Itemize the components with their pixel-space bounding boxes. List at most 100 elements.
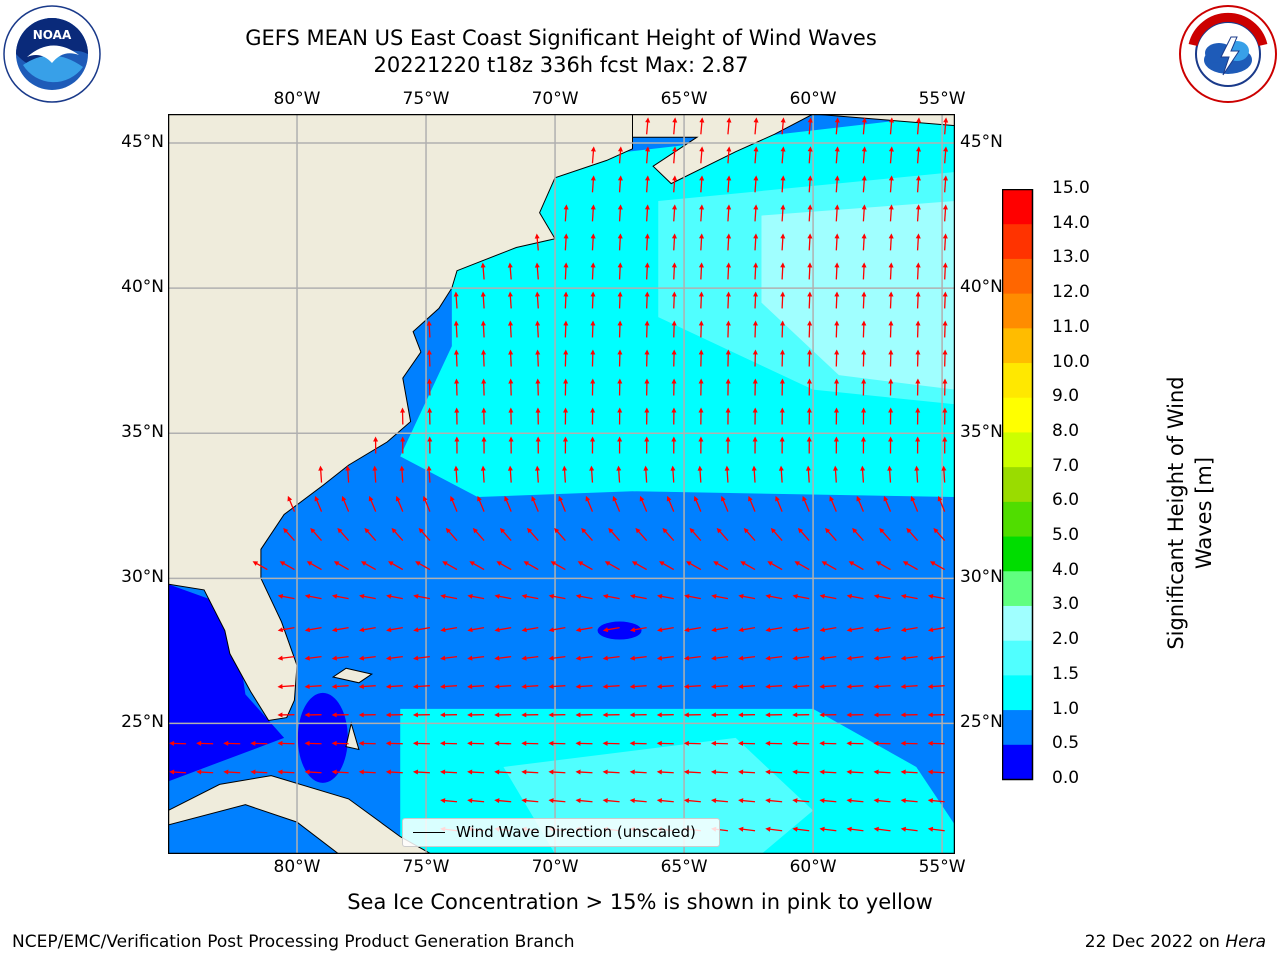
- wave-arrow: [440, 655, 458, 661]
- wave-arrow: [698, 349, 704, 367]
- wave-arrow: [927, 826, 945, 832]
- wave-arrow: [656, 769, 674, 775]
- wave-arrow: [575, 769, 593, 775]
- wave-arrow: [711, 798, 728, 804]
- wave-arrow: [331, 740, 349, 746]
- wave-arrow: [672, 117, 678, 135]
- wave-arrow: [590, 204, 596, 222]
- wave-arrow: [689, 527, 702, 542]
- axis-tick-label: 30°N: [960, 567, 1003, 588]
- wave-arrow: [900, 684, 918, 689]
- wave-arrow: [467, 740, 485, 746]
- axis-tick-label: 80°W: [273, 89, 321, 109]
- wave-arrow: [738, 740, 756, 746]
- wave-arrow: [535, 407, 541, 425]
- wave-arrow: [440, 769, 458, 775]
- wave-arrow: [494, 769, 512, 775]
- wave-arrow: [910, 495, 919, 512]
- wave-arrow: [725, 378, 731, 396]
- wave-arrow: [521, 740, 539, 746]
- wave-arrow: [304, 655, 322, 661]
- wave-arrow: [450, 495, 458, 512]
- wave-arrow: [372, 465, 378, 483]
- wave-arrow: [916, 117, 922, 135]
- wave-arrow: [888, 349, 894, 367]
- chart-subtitle: 20221220 t18z 336h fcst Max: 2.87: [373, 53, 749, 77]
- wave-arrow: [807, 291, 813, 309]
- wave-arrow: [792, 593, 810, 600]
- wave-arrow: [279, 561, 295, 571]
- wave-arrow: [807, 146, 813, 164]
- wave-arrow: [426, 320, 432, 338]
- wave-arrow: [454, 378, 460, 396]
- wave-arrow: [318, 465, 324, 483]
- wave-arrow: [400, 407, 406, 425]
- wave-arrow: [900, 655, 918, 661]
- wave-arrow: [819, 627, 837, 633]
- wave-arrow: [861, 320, 867, 338]
- wave-arrow: [562, 465, 568, 483]
- wave-arrow: [480, 320, 486, 338]
- wave-arrow: [508, 407, 514, 425]
- wave-arrow: [440, 740, 458, 746]
- wave-arrow: [860, 436, 866, 454]
- wave-arrow: [310, 527, 323, 542]
- axis-tick-label: 60°W: [789, 89, 837, 109]
- wave-arrow: [304, 740, 322, 746]
- wave-arrow: [250, 769, 268, 775]
- wave-arrow: [575, 712, 593, 718]
- wave-arrow: [196, 740, 214, 746]
- wave-arrow: [738, 593, 756, 600]
- wave-arrow: [494, 593, 512, 600]
- axis-tick-label: 45°N: [121, 132, 164, 153]
- colorbar-tick-label: 12.0: [1052, 282, 1090, 303]
- wave-arrow: [846, 684, 864, 689]
- map-frame: [168, 114, 955, 854]
- wave-arrow: [426, 349, 432, 367]
- colorbar-segment: [1002, 466, 1033, 502]
- wave-arrow: [834, 146, 840, 164]
- wave-arrow: [277, 593, 295, 600]
- wave-arrow: [657, 593, 674, 600]
- wave-arrow: [629, 627, 647, 633]
- wave-arrow: [683, 684, 701, 689]
- wave-arrow: [846, 769, 864, 775]
- wave-arrow: [711, 655, 729, 661]
- wave-arrow: [765, 712, 783, 718]
- wave-arrow: [792, 684, 810, 689]
- wave-arrow: [426, 465, 432, 483]
- wave-arrow: [418, 527, 431, 542]
- wave-arrow: [550, 561, 566, 571]
- wave-arrow: [888, 407, 894, 425]
- wave-arrow: [819, 798, 837, 804]
- wave-arrow: [767, 561, 783, 571]
- wave-arrow: [629, 769, 647, 775]
- wave-arrow: [494, 740, 512, 746]
- colorbar-segment: [1002, 744, 1033, 780]
- svg-text:NOAA: NOAA: [33, 28, 72, 42]
- wave-arrow: [834, 378, 840, 396]
- colorbar-segment: [1002, 223, 1033, 259]
- wave-arrow: [283, 527, 295, 542]
- wave-arrow: [915, 175, 921, 193]
- wave-arrow: [860, 465, 866, 483]
- wave-arrow: [527, 527, 539, 542]
- wave-arrow: [602, 627, 620, 633]
- wave-arrow: [277, 712, 295, 718]
- wave-arrow: [656, 684, 674, 689]
- wave-arrow: [504, 495, 512, 512]
- wave-arrow: [699, 175, 705, 193]
- wave-arrow: [802, 495, 810, 512]
- wave-arrow: [888, 262, 894, 280]
- colorbar-segment: [1002, 709, 1033, 745]
- wave-arrow: [629, 593, 647, 600]
- wave-arrow: [480, 465, 486, 483]
- axis-tick-label: 75°W: [402, 89, 450, 109]
- wave-arrow: [277, 655, 295, 661]
- wave-arrow: [535, 349, 541, 367]
- wave-arrow: [412, 712, 430, 718]
- wave-arrow: [575, 627, 593, 633]
- wave-arrow: [738, 826, 756, 832]
- wave-arrow: [792, 627, 810, 633]
- axis-tick-label: 70°W: [531, 857, 579, 877]
